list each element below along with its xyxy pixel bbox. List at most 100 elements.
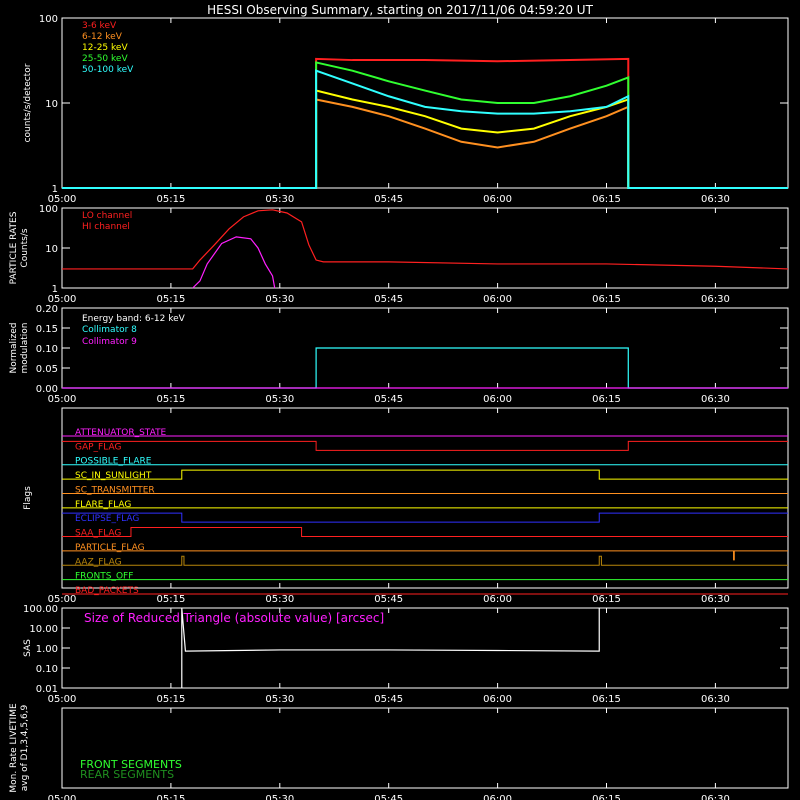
- y-axis-label-line: modulation: [20, 323, 30, 374]
- x-tick-label: 06:00: [483, 194, 512, 205]
- y-axis-label-line: Normalized: [9, 322, 19, 373]
- x-tick-label: 05:00: [48, 794, 77, 800]
- x-tick-label: 05:45: [374, 794, 403, 800]
- panel-annotation: Size of Reduced Triangle (absolute value…: [84, 611, 384, 625]
- legend-entry: 6-12 keV: [82, 32, 123, 42]
- x-tick-label: 06:00: [483, 394, 512, 405]
- y-tick-label: 10: [45, 99, 58, 110]
- flag-label: POSSIBLE_FLARE: [75, 457, 152, 467]
- series-line: [62, 89, 788, 189]
- x-tick-label: 06:15: [592, 794, 621, 800]
- y-axis-label: counts/s/detector: [23, 63, 33, 142]
- flag-label: ATTENUATOR_STATE: [75, 428, 167, 438]
- x-tick-label: 05:15: [156, 294, 185, 305]
- x-tick-label: 06:15: [592, 694, 621, 705]
- x-tick-label: 05:15: [156, 594, 185, 605]
- y-tick-label: 0.00: [36, 384, 58, 395]
- y-tick-label: 1.00: [36, 644, 58, 655]
- panel-modulation: Normalizedmodulation: [9, 307, 789, 389]
- legend-entry: REAR SEGMENTS: [80, 768, 174, 781]
- x-tick-label: 05:45: [374, 694, 403, 705]
- y-tick-label: 100.00: [23, 604, 58, 615]
- x-tick-label: 05:30: [265, 694, 294, 705]
- legend-entry: Collimator 8: [82, 325, 137, 335]
- legend-entry: FRONT SEGMENTS: [80, 758, 182, 771]
- panel-count_rates: counts/s/detector: [23, 17, 789, 189]
- y-axis-label: Mon. Rate LIVETIMEavg of D1,3,4,5,6,9: [9, 703, 30, 793]
- flag-label: ECLIPSE_FLAG: [75, 514, 139, 524]
- y-tick-label: 0.15: [36, 324, 58, 335]
- legend-entry: 25-50 keV: [82, 54, 128, 64]
- y-axis-label-line: Mon. Rate LIVETIME: [9, 703, 19, 793]
- x-tick-label: 06:15: [592, 194, 621, 205]
- x-tick-label: 05:15: [156, 194, 185, 205]
- x-tick-label: 05:30: [265, 294, 294, 305]
- y-axis-label: Flags: [23, 486, 33, 510]
- y-tick-label: 1: [52, 284, 58, 295]
- x-tick-label: 06:30: [701, 694, 730, 705]
- flag-label: GAP_FLAG: [75, 442, 121, 452]
- panel-frame: [61, 17, 789, 189]
- x-tick-label: 05:00: [48, 194, 77, 205]
- x-tick-label: 06:30: [701, 194, 730, 205]
- x-tick-label: 05:30: [265, 194, 294, 205]
- x-tick-label: 05:15: [156, 794, 185, 800]
- flag-label: FLARE_FLAG: [75, 500, 131, 510]
- x-tick-label: 06:00: [483, 794, 512, 800]
- legend-entry: 3-6 keV: [82, 21, 117, 31]
- x-tick-label: 06:15: [592, 294, 621, 305]
- y-axis-label-line: PARTICLE RATES: [9, 211, 19, 284]
- x-tick-label: 06:30: [701, 294, 730, 305]
- panel-frame: [61, 207, 789, 289]
- series-line: [62, 347, 788, 389]
- series-line: [192, 236, 276, 289]
- series-line: [62, 61, 788, 189]
- y-tick-label: 0.10: [36, 664, 58, 675]
- y-tick-label: 0.01: [36, 684, 58, 695]
- series-line: [181, 607, 600, 688]
- legend-entry: Collimator 9: [82, 337, 137, 347]
- series-line: [62, 98, 788, 189]
- x-tick-label: 05:30: [265, 394, 294, 405]
- x-tick-label: 05:15: [156, 394, 185, 405]
- series-line: [62, 69, 788, 189]
- y-axis-label-line: avg of D1,3,4,5,6,9: [20, 704, 30, 791]
- y-tick-label: 10.00: [29, 624, 58, 635]
- y-tick-label: 0.20: [36, 304, 58, 315]
- x-tick-label: 06:00: [483, 594, 512, 605]
- y-tick-label: 100: [39, 204, 58, 215]
- y-axis-label: Normalizedmodulation: [9, 322, 30, 373]
- x-tick-label: 05:30: [265, 594, 294, 605]
- x-tick-label: 06:15: [592, 394, 621, 405]
- flag-label: SC_TRANSMITTER: [75, 485, 155, 495]
- y-axis-label-line: SAS: [23, 639, 33, 657]
- flag-line-particle_flag: [62, 550, 788, 561]
- panel-flags: Flags: [23, 407, 789, 595]
- y-axis-label: SAS: [23, 639, 33, 657]
- x-tick-label: 05:45: [374, 394, 403, 405]
- flag-line-aaz_flag: [62, 555, 788, 566]
- x-tick-label: 06:30: [701, 394, 730, 405]
- flag-label: FRONTS_OFF: [75, 572, 133, 582]
- y-tick-label: 1: [52, 184, 58, 195]
- flag-label: BAD_PACKETS: [75, 586, 139, 596]
- y-axis-label-line: Counts/s: [20, 228, 30, 267]
- x-tick-label: 05:45: [374, 294, 403, 305]
- y-tick-label: 0.05: [36, 364, 58, 375]
- flag-line-sc_in_sunlight: [62, 469, 788, 480]
- legend-entry: 50-100 keV: [82, 65, 134, 75]
- flag-line-saa_flag: [62, 527, 788, 538]
- legend-entry: HI channel: [82, 222, 130, 232]
- flag-label: AAZ_FLAG: [75, 557, 122, 567]
- flag-line-eclipse_flag: [62, 512, 788, 523]
- panel-frame: [61, 707, 789, 789]
- x-tick-label: 06:15: [592, 594, 621, 605]
- panel-monitor_rate: Mon. Rate LIVETIMEavg of D1,3,4,5,6,9: [9, 703, 789, 793]
- panel-annotation: Energy band: 6-12 keV: [82, 314, 186, 324]
- y-axis-label-line: counts/s/detector: [23, 63, 33, 142]
- x-tick-label: 05:00: [48, 594, 77, 605]
- x-tick-label: 05:00: [48, 294, 77, 305]
- chart-title: HESSI Observing Summary, starting on 201…: [207, 3, 593, 17]
- flag-label: PARTICLE_FLAG: [75, 543, 145, 553]
